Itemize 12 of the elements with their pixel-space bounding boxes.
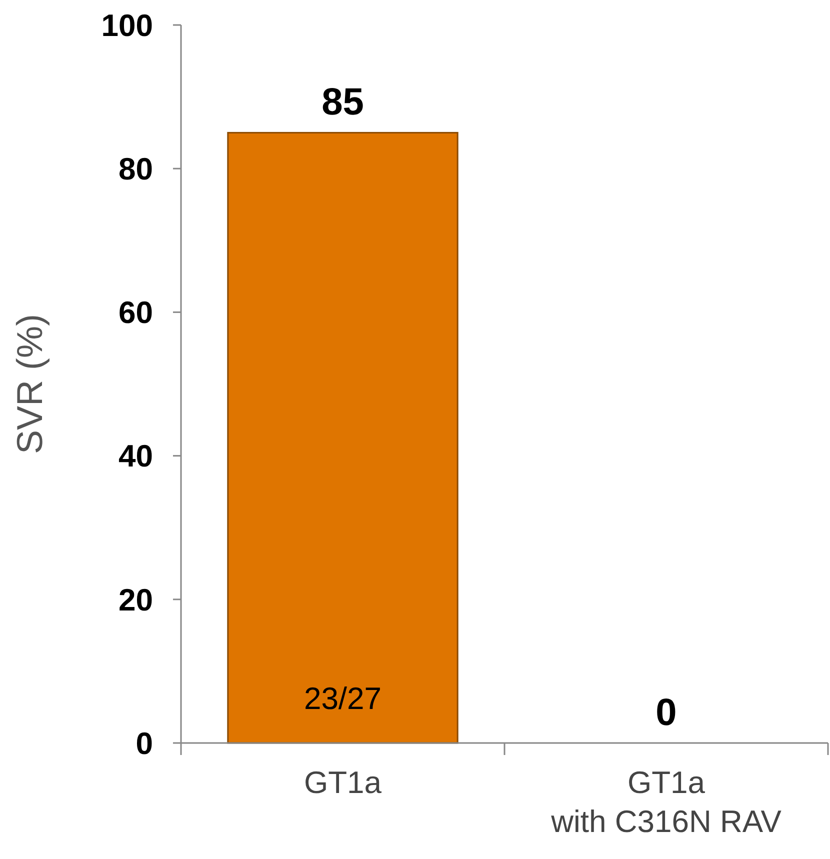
data-label: 0 [656,692,677,734]
x-tick-label: GT1a [304,765,382,800]
y-tick-label: 100 [101,8,153,43]
annotation: 23/27 [304,680,382,716]
data-label: 85 [322,82,364,124]
y-tick-label: 40 [118,438,153,474]
y-tick-label: 0 [136,726,153,761]
y-tick-label: 60 [118,295,153,330]
y-tick-label: 80 [118,151,153,186]
y-axis-title: SVR (%) [9,314,50,454]
y-tick-label: 20 [118,582,153,618]
x-tick-label: GT1a with C316N RAV [550,765,782,839]
